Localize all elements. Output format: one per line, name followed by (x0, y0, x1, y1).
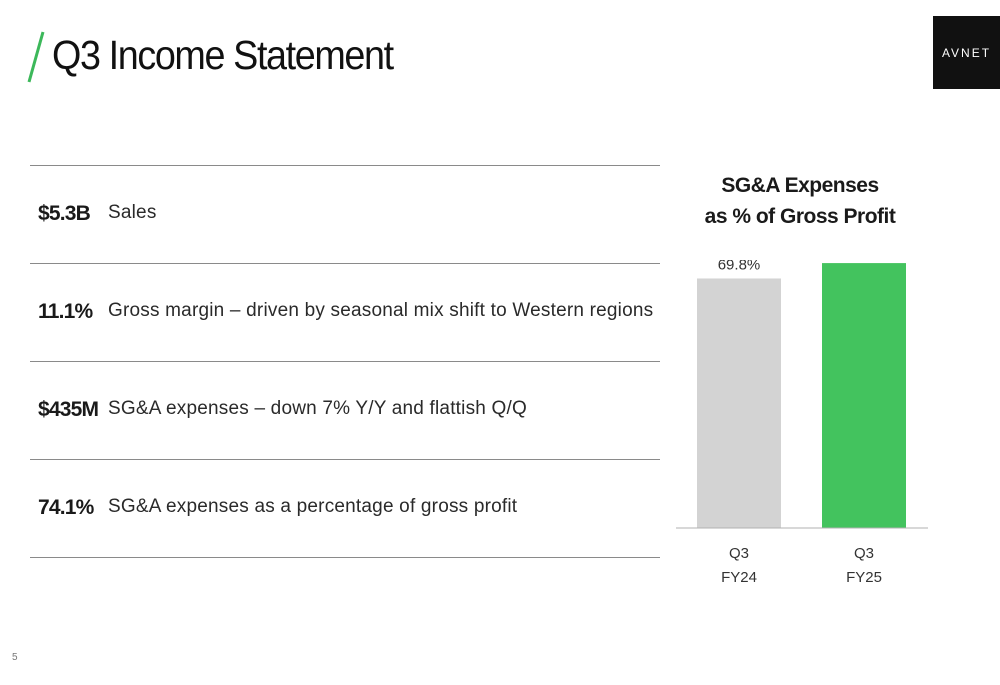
data-label-0: 69.8% (718, 260, 761, 273)
avnet-logo: AVNET (933, 16, 1000, 89)
metrics-table: $5.3B Sales 11.1% Gross margin – driven … (30, 165, 660, 558)
metric-description: SG&A expenses – down 7% Y/Y and flattish… (108, 398, 527, 419)
chart-title-line2: as % of Gross Profit (704, 205, 896, 228)
metric-value: $5.3B (38, 202, 91, 225)
page-number: 5 (12, 652, 18, 663)
metric-row: $5.3B Sales (30, 165, 660, 263)
category-label-0-1: FY24 (721, 569, 757, 586)
bar-0 (697, 278, 781, 528)
metric-value: 74.1% (38, 496, 94, 519)
chart-title: SG&A Expenses as % of Gross Profit (670, 170, 930, 232)
metric-row: 11.1% Gross margin – driven by seasonal … (30, 263, 660, 361)
metric-row: $435M SG&A expenses – down 7% Y/Y and fl… (30, 361, 660, 459)
metric-description: SG&A expenses as a percentage of gross p… (108, 496, 518, 517)
metric-row: 74.1% SG&A expenses as a percentage of g… (30, 459, 660, 558)
category-label-1-0: Q3 (854, 545, 874, 562)
title-accent-slash (27, 31, 45, 83)
category-label-1-1: FY25 (846, 569, 882, 586)
bar-1 (822, 263, 906, 528)
category-label-0-0: Q3 (729, 545, 749, 562)
metric-value: $435M (38, 398, 99, 421)
metric-value: 11.1% (38, 300, 93, 323)
metric-description: Sales (108, 202, 157, 223)
chart-title-line1: SG&A Expenses (721, 174, 879, 197)
metric-description: Gross margin – driven by seasonal mix sh… (108, 300, 654, 321)
page-title: Q3 Income Statement (52, 32, 394, 78)
